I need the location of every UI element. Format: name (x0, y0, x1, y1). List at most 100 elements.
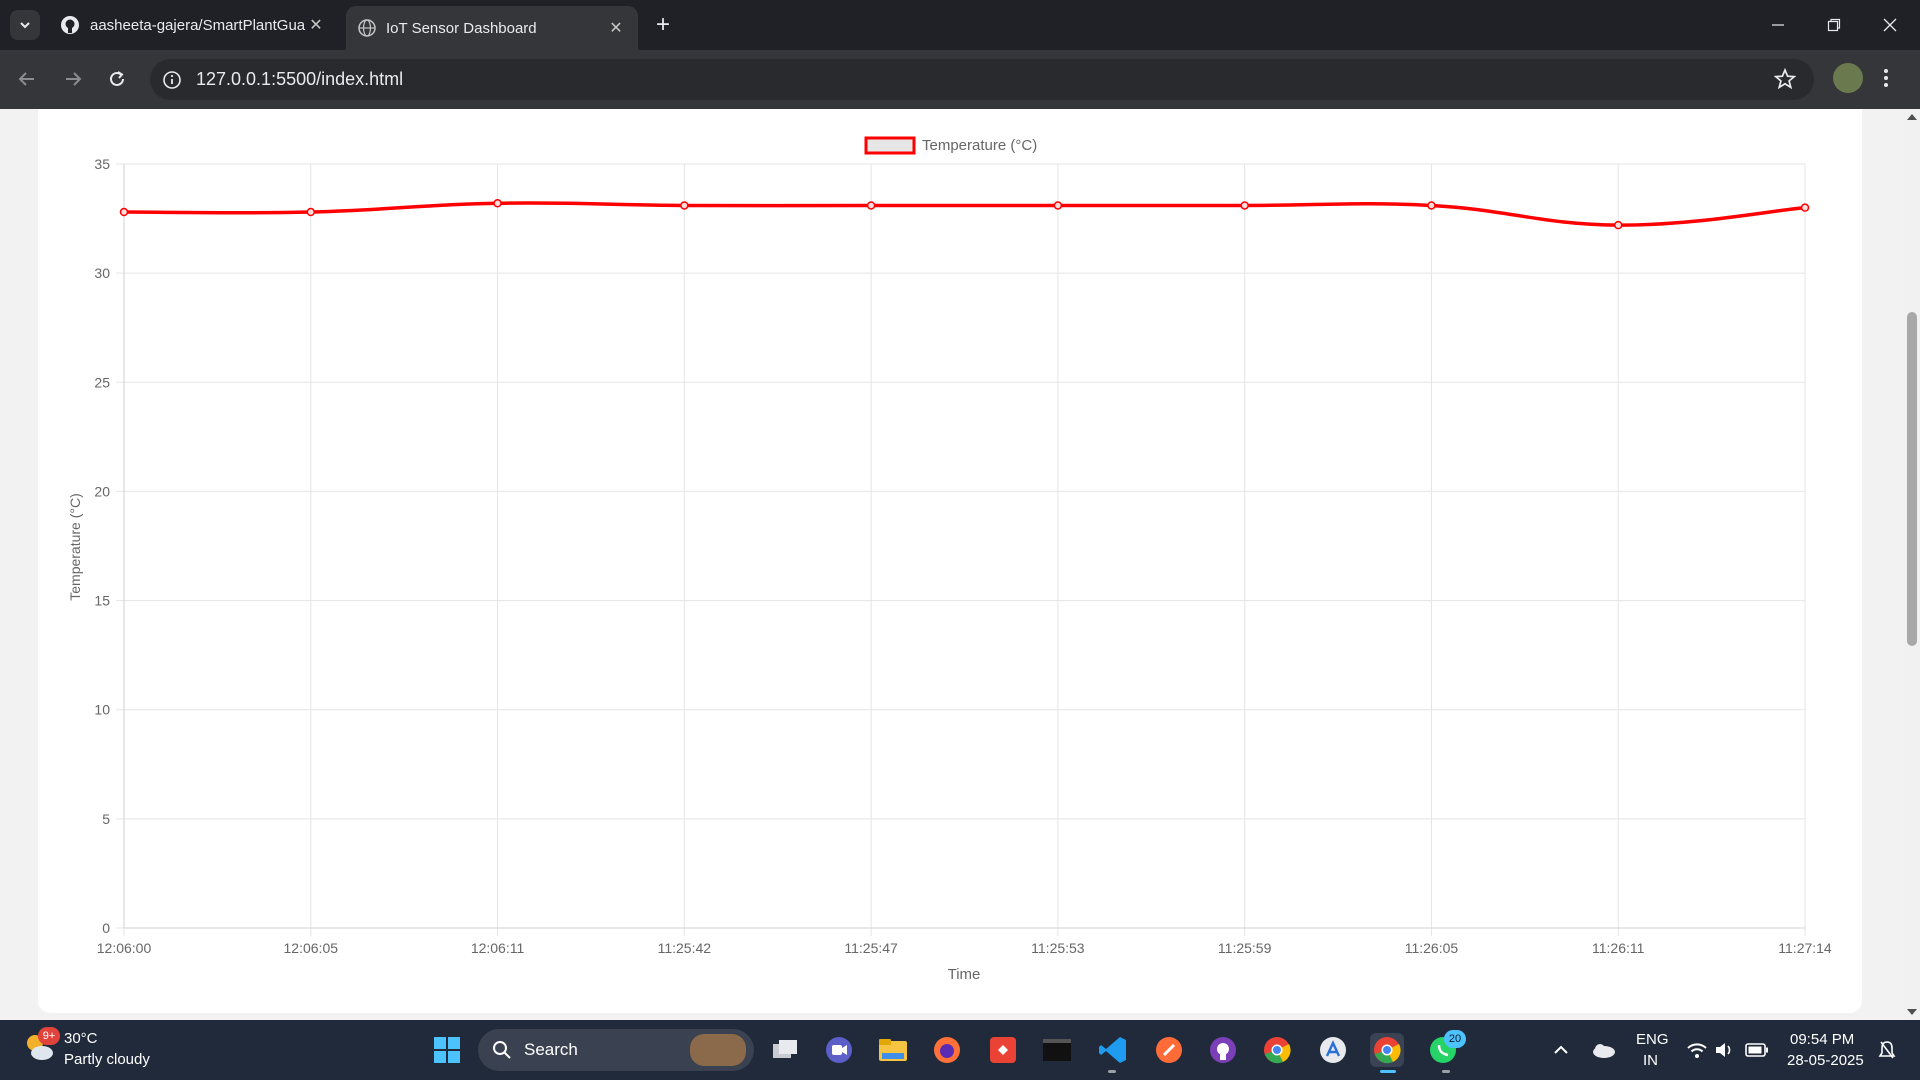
chart-legend[interactable]: Temperature (°C) (864, 136, 1037, 155)
data-point[interactable] (680, 201, 689, 210)
search-label: Search (524, 1040, 578, 1059)
restore-icon (1827, 18, 1841, 32)
bookmark-star-icon[interactable] (1773, 67, 1797, 95)
data-point[interactable] (1613, 220, 1623, 230)
data-point[interactable] (1427, 201, 1436, 210)
data-point[interactable] (1240, 201, 1249, 210)
arrow-right-icon (66, 72, 82, 86)
close-icon (1883, 18, 1897, 32)
battery-icon[interactable] (1740, 1033, 1774, 1067)
volume-icon[interactable] (1708, 1033, 1742, 1067)
data-point[interactable] (119, 207, 129, 217)
chrome-icon[interactable] (1260, 1033, 1294, 1067)
close-tab-icon[interactable]: ✕ (609, 20, 623, 37)
menu-kebab-icon[interactable] (1882, 67, 1890, 94)
y-tick-label: 10 (94, 702, 110, 718)
site-info-icon[interactable] (162, 70, 182, 95)
notification-bell-icon[interactable] (1870, 1033, 1904, 1067)
y-tick-label: 0 (102, 920, 110, 936)
wifi-icon[interactable] (1680, 1033, 1714, 1067)
tab-title: aasheeta-gajera/SmartPlantGua (90, 16, 306, 34)
active-indicator (1380, 1070, 1396, 1073)
weather-badge: 9+ (38, 1027, 60, 1045)
data-point[interactable] (493, 199, 502, 208)
y-axis-ticks: 0 5 10 15 20 25 30 35 (94, 156, 110, 936)
running-indicator (1108, 1070, 1116, 1073)
reload-icon (110, 71, 124, 86)
x-tick-label: 11:25:59 (1218, 940, 1272, 956)
x-tick-label: 11:27:14 (1778, 940, 1832, 956)
data-point[interactable] (1053, 201, 1063, 210)
chrome-active-icon[interactable] (1370, 1033, 1404, 1067)
data-point[interactable] (1800, 203, 1810, 212)
y-tick-label: 15 (94, 593, 110, 609)
url-text[interactable]: 127.0.0.1:5500/index.html (196, 69, 404, 89)
chart-series (119, 199, 1810, 230)
reload-button[interactable] (100, 62, 134, 96)
x-tick-label: 12:06:05 (284, 940, 339, 956)
tab-search-button[interactable] (10, 10, 40, 40)
y-tick-label: 5 (102, 811, 110, 827)
teams-meet-icon[interactable] (822, 1033, 856, 1067)
terminal-icon[interactable] (1040, 1033, 1074, 1067)
x-tick-label: 11:26:11 (1592, 940, 1645, 956)
x-tick-label: 11:25:42 (658, 940, 712, 956)
chart-card: 0 5 10 15 20 25 30 35 12:06:00 12:06:05 12:06:11 1… (38, 109, 1862, 1013)
address-bar[interactable] (150, 59, 1814, 100)
globe-icon (358, 19, 376, 37)
language-line2[interactable]: IN (1643, 1052, 1658, 1069)
clock-date[interactable]: 28-05-2025 (1787, 1052, 1864, 1069)
x-tick-label: 11:26:05 (1405, 940, 1459, 956)
x-tick-label: 11:25:53 (1031, 940, 1085, 956)
back-button[interactable] (10, 62, 44, 96)
firefox-icon[interactable] (930, 1033, 964, 1067)
data-point[interactable] (866, 201, 876, 210)
profile-avatar[interactable] (1833, 63, 1863, 93)
tab-iot-dashboard[interactable]: IoT Sensor Dashboard ✕ (346, 6, 638, 50)
x-tick-label: 12:06:00 (97, 940, 152, 956)
restore-button[interactable] (1806, 0, 1862, 50)
weather-desc: Partly cloudy (64, 1051, 150, 1068)
tab-github[interactable]: aasheeta-gajera/SmartPlantGua ✕ (48, 6, 338, 44)
data-point[interactable] (306, 207, 316, 217)
y-tick-label: 25 (94, 374, 110, 390)
weather-temp: 30°C (64, 1030, 98, 1047)
chevron-up-icon[interactable] (1544, 1033, 1578, 1067)
scroll-down-icon (1907, 1009, 1917, 1015)
minimize-icon (1772, 24, 1784, 26)
close-window-button[interactable] (1862, 0, 1918, 50)
vscode-icon[interactable] (1096, 1033, 1130, 1067)
y-tick-label: 30 (94, 265, 110, 281)
app-store-icon[interactable] (1316, 1033, 1350, 1067)
chevron-down-icon (20, 22, 30, 29)
close-tab-icon[interactable]: ✕ (309, 17, 323, 34)
github-desktop-icon[interactable] (1206, 1033, 1240, 1067)
scrollbar-thumb[interactable] (1907, 312, 1917, 646)
legend-label: Temperature (°C) (922, 137, 1037, 154)
x-axis-ticks: 12:06:00 12:06:05 12:06:11 11:25:42 11:25:47… (97, 940, 1832, 956)
new-tab-button[interactable]: + (655, 11, 670, 38)
postman-icon[interactable] (1152, 1033, 1186, 1067)
onedrive-cloud-icon[interactable] (1586, 1033, 1620, 1067)
windows-logo-icon (434, 1037, 460, 1063)
start-button[interactable] (430, 1033, 464, 1067)
whatsapp-badge: 20 (1444, 1030, 1466, 1048)
tab-title: IoT Sensor Dashboard (386, 19, 537, 37)
scroll-up-icon (1907, 114, 1917, 120)
search-icon (492, 1040, 512, 1065)
git-client-icon[interactable] (986, 1033, 1020, 1067)
arrow-left-icon (18, 72, 34, 86)
clock-time[interactable]: 09:54 PM (1790, 1031, 1855, 1048)
task-view-icon[interactable] (768, 1033, 802, 1067)
legend-swatch (864, 136, 916, 155)
forward-button[interactable] (56, 62, 90, 96)
x-axis-label: Time (948, 966, 981, 983)
language-line1[interactable]: ENG (1636, 1031, 1669, 1048)
y-axis-label: Temperature (°C) (67, 493, 83, 601)
search-highlight-image (690, 1034, 746, 1066)
file-explorer-icon[interactable] (876, 1033, 910, 1067)
x-tick-label: 12:06:11 (471, 940, 525, 956)
chart-grid (116, 163, 1806, 936)
minimize-button[interactable] (1750, 0, 1806, 50)
